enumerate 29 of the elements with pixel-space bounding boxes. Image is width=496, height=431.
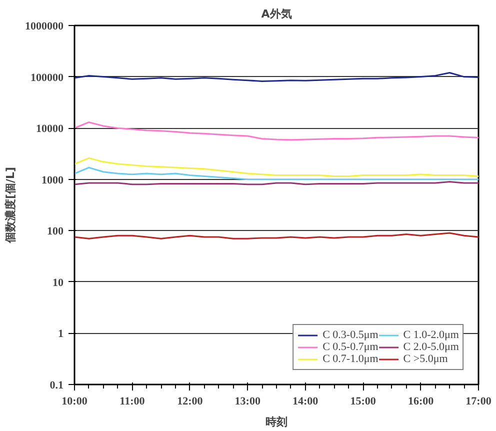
x-tick-label: 16:00	[408, 396, 434, 408]
y-tick-label: 100	[47, 226, 64, 238]
line-series	[74, 157, 478, 177]
x-axis-title: 時刻	[266, 416, 288, 428]
line-series	[74, 121, 478, 141]
y-tick-label: 0.1	[50, 380, 64, 392]
y-tick-label: 1000000	[25, 20, 64, 32]
x-tick-label: 14:00	[292, 396, 319, 408]
line-series	[74, 72, 478, 82]
legend-label: C 0.7-1.0μm	[322, 353, 378, 365]
y-tick-label: 1	[58, 328, 64, 340]
line-series	[74, 166, 478, 180]
legend-label: C 0.5-0.7μm	[322, 341, 378, 353]
x-tick-label: 13:00	[234, 396, 261, 408]
y-tick-label: 10000	[36, 123, 64, 136]
x-tick-label: 11:00	[120, 396, 146, 408]
y-axis-title: 個数濃度[個/L]	[4, 166, 17, 244]
legend-label: C >5.0μm	[403, 353, 448, 365]
legend-label: C 2.0-5.0μm	[403, 341, 459, 353]
x-tick-label: 12:00	[177, 396, 204, 408]
legend-label: C 0.3-0.5μm	[322, 329, 378, 341]
y-tick-label: 100000	[30, 72, 64, 84]
x-tick-label: 10:00	[62, 396, 88, 408]
legend-label: C 1.0-2.0μm	[403, 329, 459, 341]
chart-title: A外気	[261, 8, 292, 20]
y-tick-label: 10	[52, 276, 64, 289]
x-tick-label: 15:00	[350, 396, 376, 408]
y-tick-label: 1000	[42, 174, 64, 186]
x-tick-label: 17:00	[466, 396, 492, 408]
